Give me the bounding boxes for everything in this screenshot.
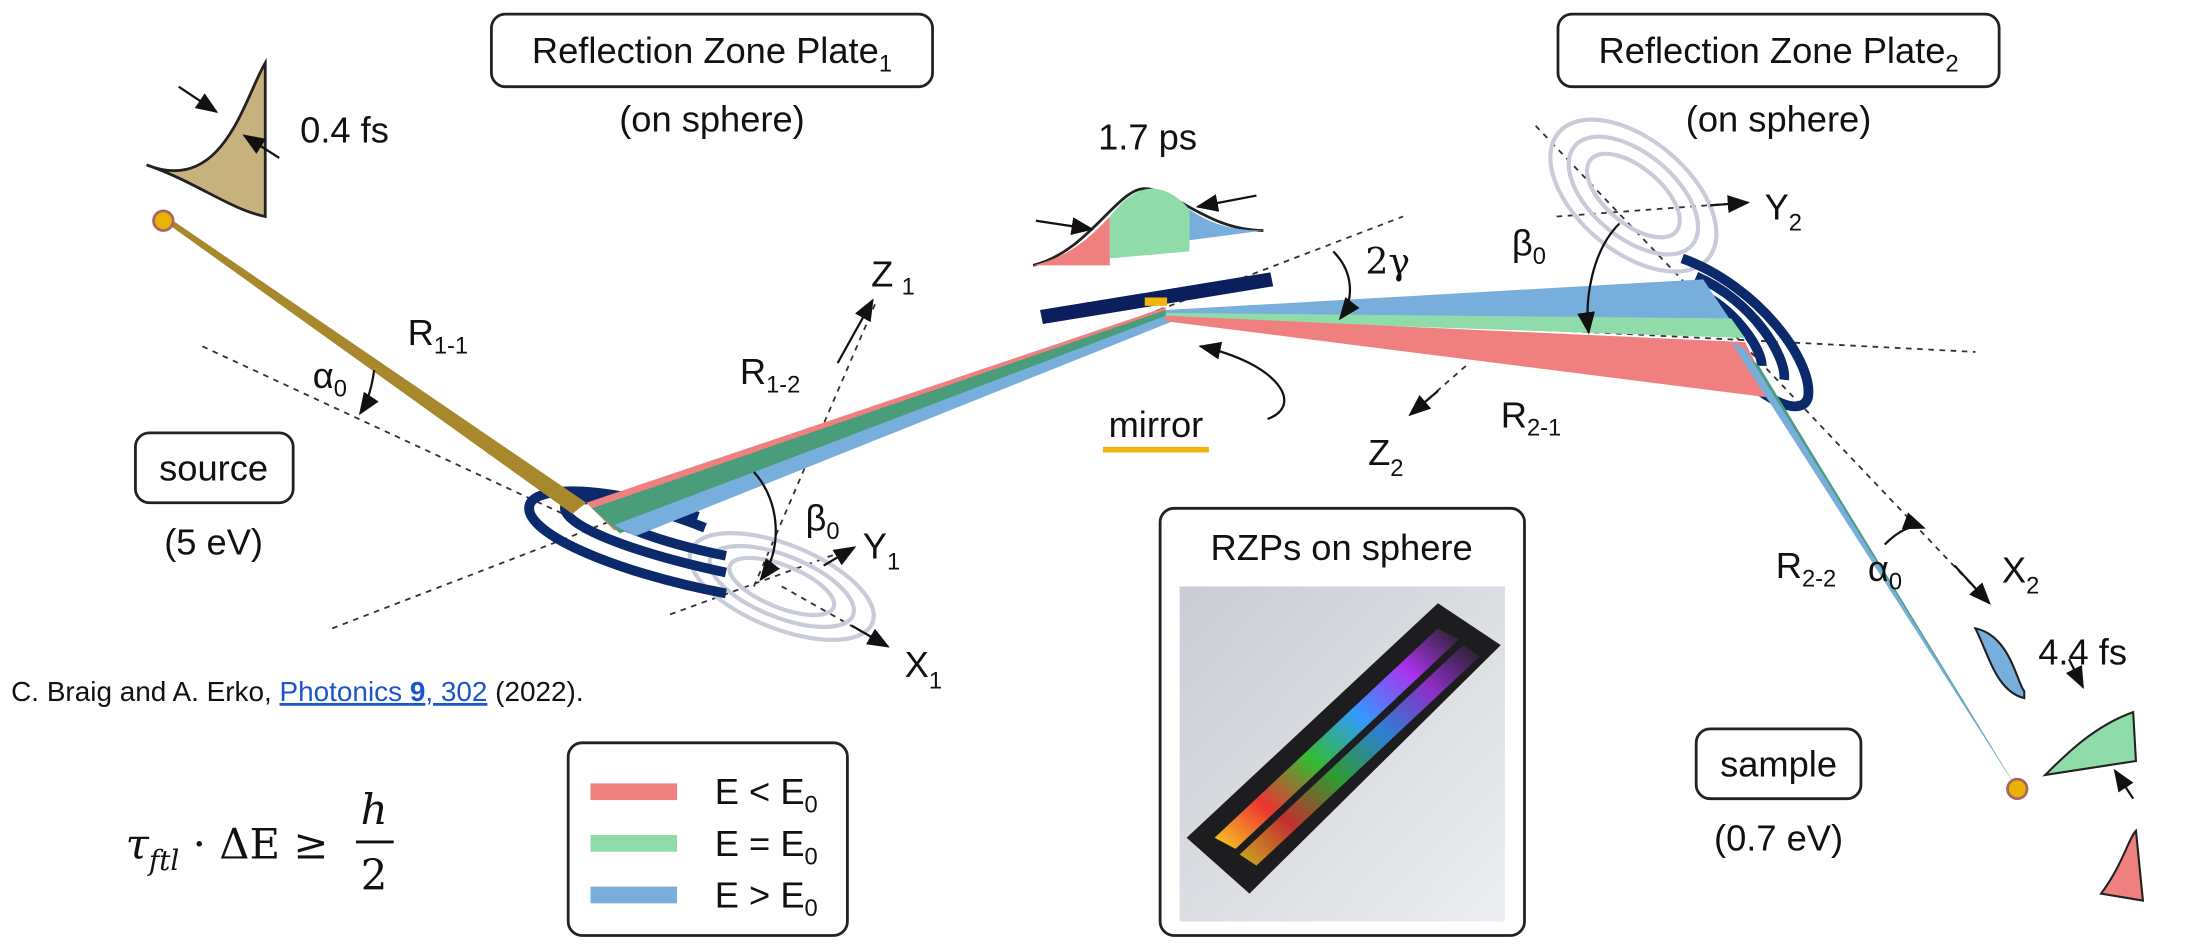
year: (2022).: [487, 676, 583, 707]
angle-label: 2γ: [1365, 240, 1410, 283]
angle-label: α0: [313, 355, 347, 402]
legend-entry: E < E0: [715, 771, 818, 818]
axis-label: X2: [2002, 549, 2039, 599]
subscript: 0: [1533, 244, 1546, 270]
title-text: Reflection Zone Plate: [1599, 30, 1946, 71]
subscript: 1-1: [434, 333, 468, 359]
subscript: 1: [929, 668, 942, 694]
distance-label: R2-1: [1501, 394, 1561, 441]
diagram: Reflection Zone Plate1 (on sphere) Refle…: [0, 0, 2189, 944]
operator: · ΔE ≥: [179, 820, 328, 869]
distance-label: R2-2: [1776, 545, 1836, 592]
symbol: Y: [863, 526, 887, 567]
subscript: 0: [826, 519, 839, 545]
authors: C. Braig and A. Erko,: [11, 676, 279, 707]
legend-entry: E > E0: [715, 875, 818, 922]
legend-text: E > E: [715, 875, 805, 916]
mirror-label: mirror: [1109, 404, 1204, 445]
legend-text: E = E: [715, 823, 805, 864]
symbol: R: [1776, 545, 1802, 586]
box-note: (on sphere): [1686, 98, 1872, 139]
subscript: 0: [334, 377, 347, 403]
box-title: sample: [1720, 743, 1837, 784]
symbol: β: [806, 498, 827, 539]
subscript: 1-2: [766, 372, 800, 398]
symbol: X: [905, 644, 929, 685]
journal[interactable]: Photonics: [280, 676, 410, 707]
distance-label: R1-2: [740, 351, 800, 398]
subscript: 2: [1945, 51, 1958, 77]
subscript: 2-1: [1527, 416, 1561, 442]
box-title: Reflection Zone Plate2: [1599, 30, 1959, 77]
subscript: 2: [1390, 456, 1403, 482]
symbol: R: [740, 351, 766, 392]
subscript: 0: [805, 844, 818, 870]
angle-label: α0: [1868, 548, 1902, 595]
axis-label: Y1: [863, 526, 900, 576]
axis-label: Z2: [1368, 432, 1403, 482]
symbol: Y: [1765, 186, 1789, 227]
box-title: Reflection Zone Plate1: [532, 30, 892, 77]
photo: [1180, 586, 1505, 921]
zone-plate-1: [529, 491, 888, 662]
box-note: (on sphere): [619, 98, 805, 139]
distance-label: R1-1: [408, 312, 468, 359]
symbol: Z: [1368, 432, 1390, 473]
box-note: (5 eV): [164, 521, 263, 562]
box-title: source: [159, 447, 268, 488]
subscript: 2-2: [1802, 566, 1836, 592]
pulse-label: 0.4 fs: [300, 110, 389, 151]
symbol: α: [313, 355, 334, 396]
citation-link[interactable]: Photonics 9, 302: [280, 676, 488, 707]
angle-label: β0: [806, 498, 840, 545]
subscript: ftl: [147, 844, 179, 877]
subscript: 1: [879, 51, 892, 77]
citation: C. Braig and A. Erko, Photonics 9, 302 (…: [11, 676, 583, 707]
subscript: 2: [2026, 573, 2039, 599]
title-text: Reflection Zone Plate: [532, 30, 879, 71]
symbol: Z: [871, 253, 893, 294]
symbol: τ: [126, 820, 150, 869]
symbol: β: [1512, 223, 1533, 264]
symbol: R: [408, 312, 434, 353]
subscript: 1: [902, 275, 915, 301]
symbol: X: [2002, 549, 2026, 590]
axis-label: Y2: [1765, 186, 1802, 236]
subscript: 0: [805, 896, 818, 922]
symbol: R: [1501, 394, 1527, 435]
denominator: 2: [361, 850, 388, 899]
volume[interactable]: 9: [410, 676, 426, 707]
subscript: 1: [887, 550, 900, 576]
pages[interactable]: , 302: [425, 676, 487, 707]
legend-text: E < E: [715, 771, 805, 812]
subscript: 2: [1789, 210, 1802, 236]
subscript: 0: [805, 793, 818, 819]
pulse-label: 1.7 ps: [1098, 117, 1197, 158]
numerator: h: [361, 785, 388, 834]
box-title: RZPs on sphere: [1211, 527, 1473, 568]
axis-label: X1: [905, 644, 942, 694]
legend-entry: E = E0: [715, 823, 818, 870]
symbol: α: [1868, 548, 1889, 589]
formula: τftl · ΔE ≥ h 2: [126, 785, 394, 900]
pulse-label: 4.4 fs: [2038, 632, 2127, 673]
angle-label: β0: [1512, 223, 1546, 270]
subscript: 0: [1889, 569, 1902, 595]
formula-lhs: τftl · ΔE ≥: [126, 820, 329, 877]
box-note: (0.7 eV): [1714, 817, 1843, 858]
